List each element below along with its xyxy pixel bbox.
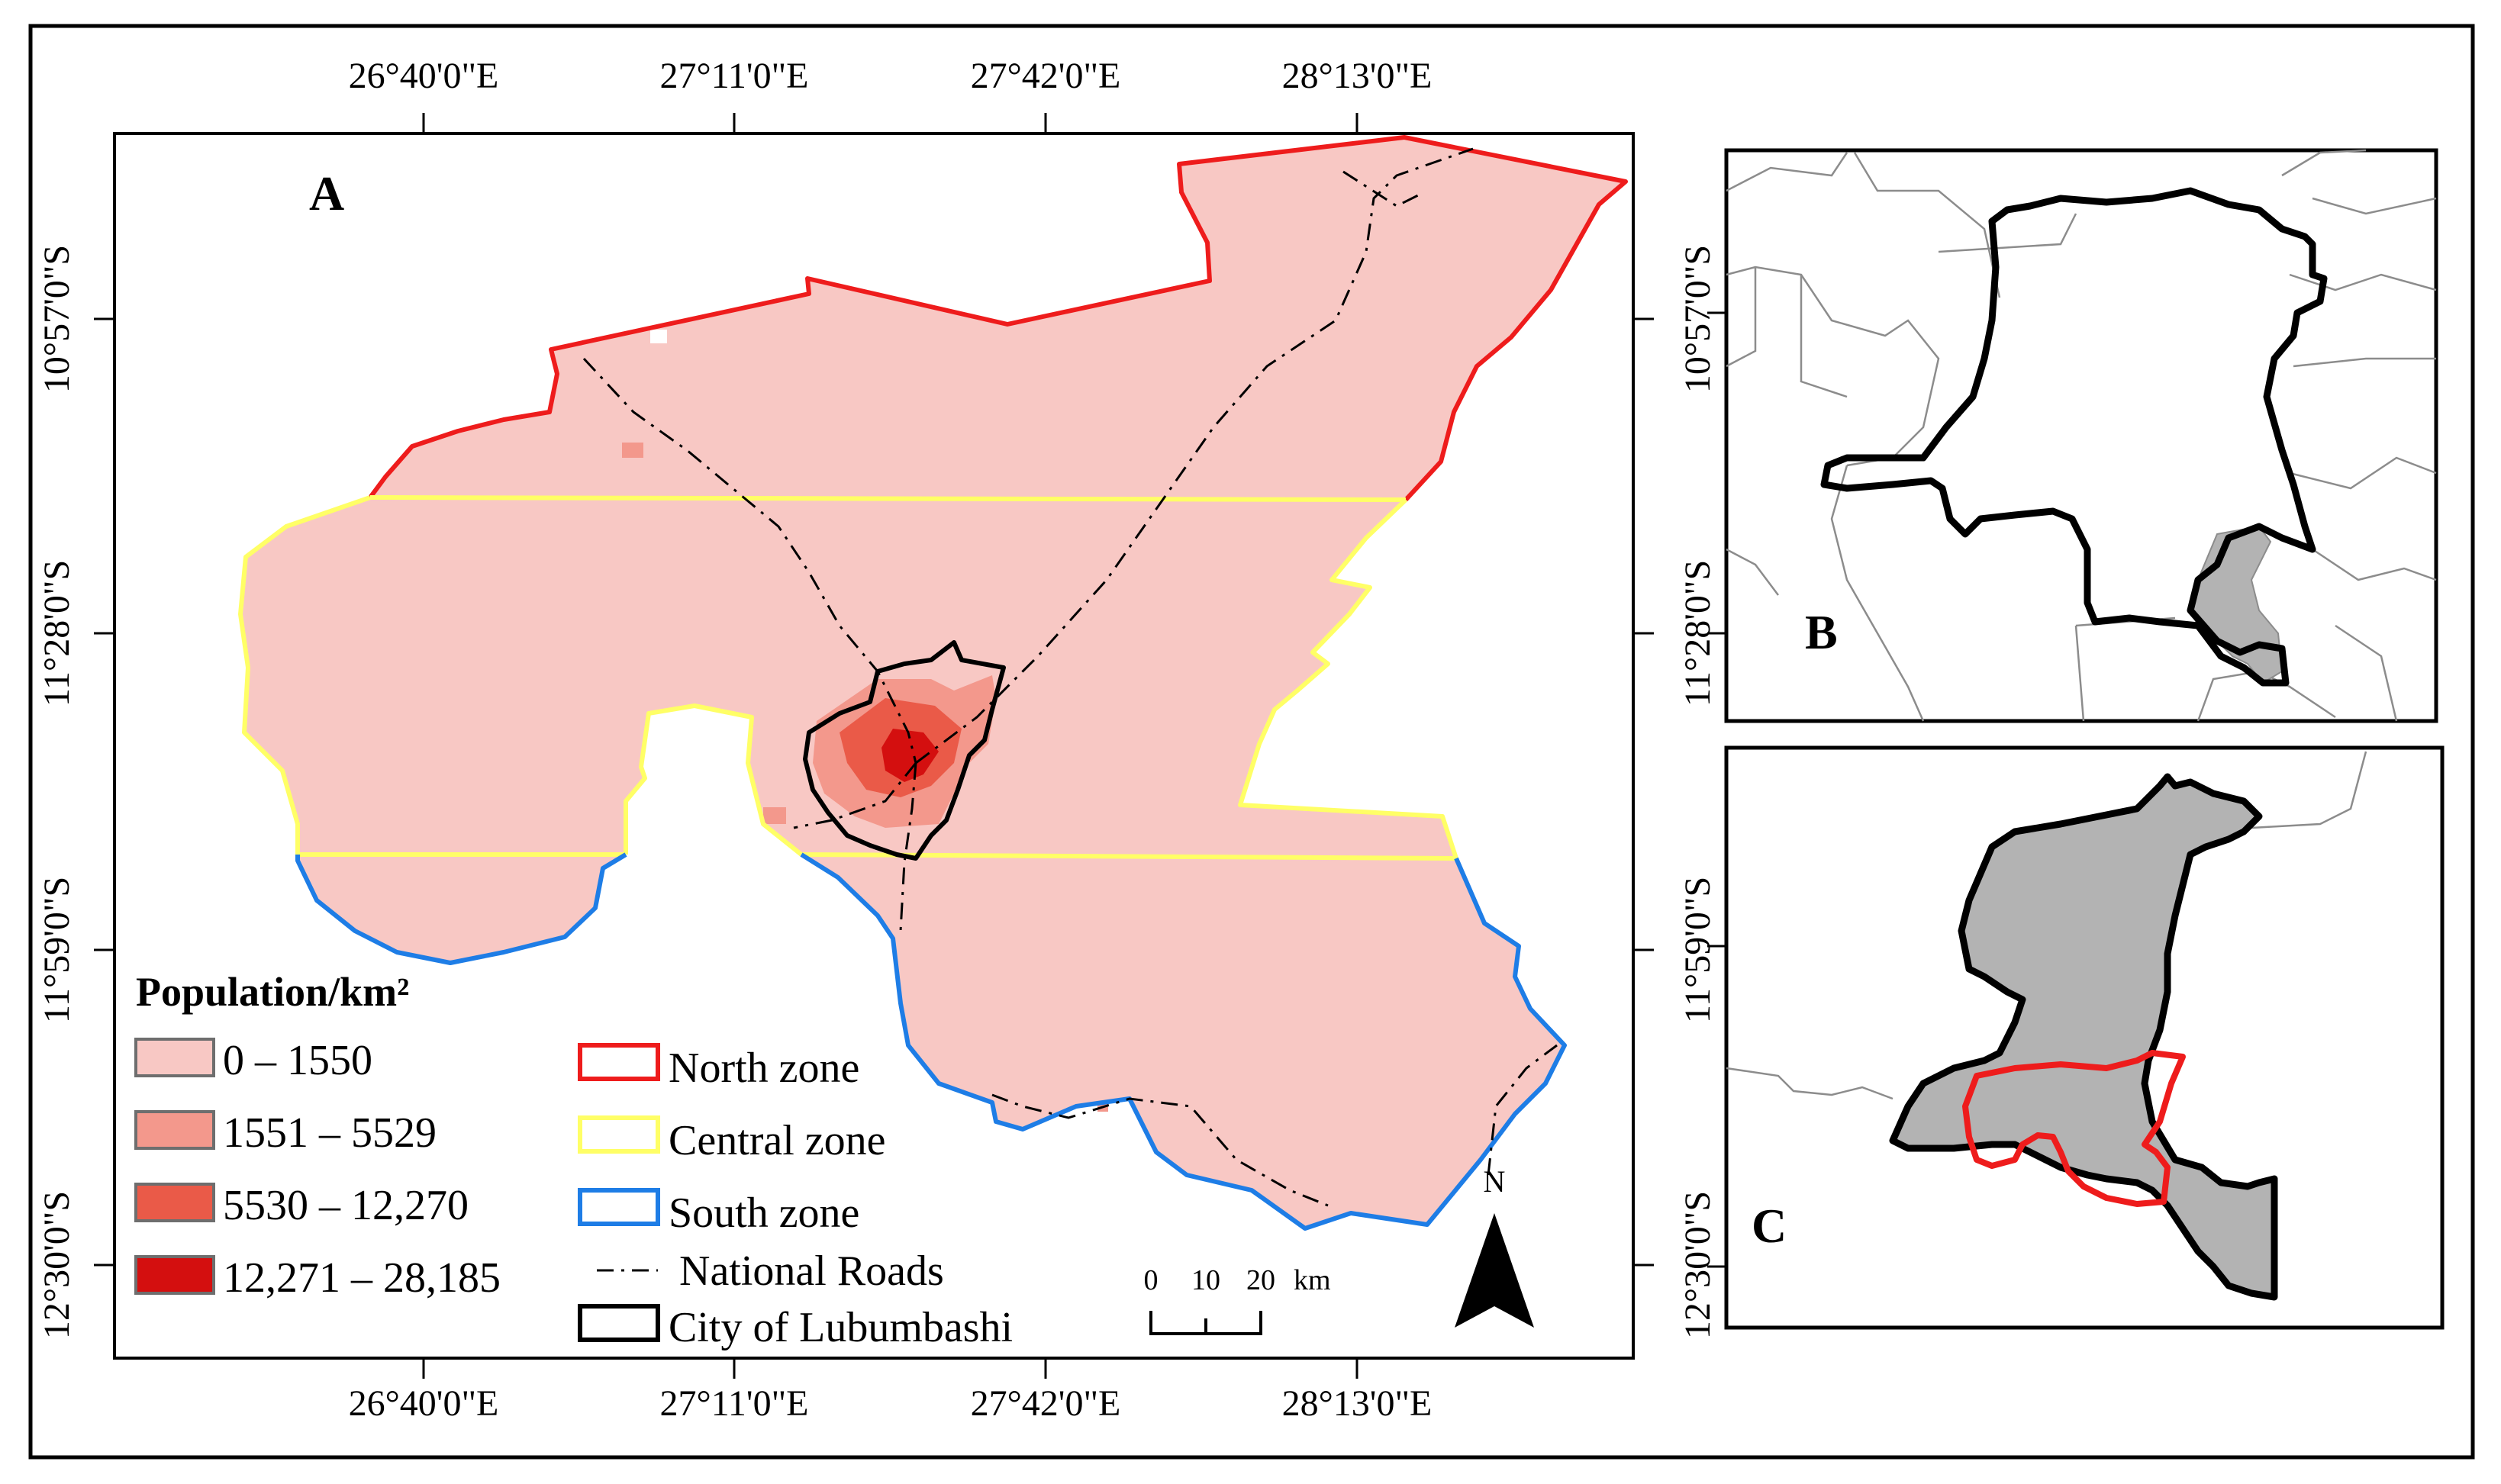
panel-c-study-area-outline	[1962, 1050, 2186, 1207]
lubumbashi-boundary	[803, 640, 1006, 861]
density-patch-north	[622, 443, 643, 458]
scale-tick-20: 20	[1246, 1264, 1275, 1296]
panel-c-lat-label-1: 11°59'0"S	[1678, 877, 1718, 1023]
scale-unit: km	[1294, 1264, 1331, 1296]
legend-label-north: North zone	[669, 1045, 859, 1092]
legend-label-class-4: 12,271 – 28,185	[223, 1254, 501, 1302]
lat-label-left-3: 11°59'0"S	[37, 877, 77, 1023]
density-patch-west	[763, 807, 786, 824]
panel-b-lat-label-1: 10°57'0"S	[1678, 245, 1718, 393]
lat-label-left-1: 10°57'0"S	[37, 245, 77, 393]
panel-c-province-area	[1889, 773, 2278, 1301]
panel-b-ticks	[1707, 311, 1726, 635]
lon-label-top-4: 28°13'0"E	[1282, 56, 1433, 96]
panel-b-admin-lines	[1726, 149, 2437, 722]
legend-label-city: City of Lubumbashi	[669, 1304, 1013, 1351]
panel-c-admin-lines	[1726, 751, 2367, 1100]
legend-label-roads: National Roads	[679, 1247, 944, 1295]
lat-label-left-4: 12°30'0"S	[37, 1191, 77, 1339]
panel-c-lat-label-2: 12°30'0"S	[1678, 1191, 1718, 1339]
legend-label-south: South zone	[669, 1189, 859, 1237]
graticule-ticks	[94, 113, 1654, 1379]
legend-zones: North zone Central zone South zone Natio…	[578, 1043, 1013, 1351]
panel-b-country-outline	[1820, 187, 2328, 687]
panel-a: 26°40'0"E 27°11'0"E 27°42'0"E 28°13'0"E …	[37, 56, 1654, 1424]
legend-label-class-1: 0 – 1550	[223, 1037, 372, 1084]
legend-swatch-class-1	[134, 1038, 215, 1077]
legend-label-class-2: 1551 – 5529	[223, 1109, 437, 1157]
lon-label-bottom-1: 26°40'0"E	[349, 1383, 499, 1424]
panel-b-letter: B	[1805, 605, 1838, 659]
panel-a-letter: A	[309, 166, 344, 221]
legend-swatch-city	[578, 1304, 660, 1342]
legend-swatch-class-2	[134, 1110, 215, 1150]
lon-label-top-3: 27°42'0"E	[971, 56, 1121, 96]
legend-population: Population/km² 0 – 1550 1551 – 5529 5530…	[134, 969, 501, 1302]
scale-tick-0: 0	[1144, 1264, 1159, 1296]
density-patches	[622, 330, 1108, 1112]
north-arrow: N	[1455, 1164, 1534, 1328]
legend-swatch-south	[578, 1188, 660, 1226]
no-data-patch	[650, 330, 667, 343]
legend-label-class-3: 5530 – 12,270	[223, 1182, 469, 1229]
lon-label-top-2: 27°11'0"E	[660, 56, 809, 96]
panel-c-ticks	[1707, 945, 1726, 1268]
panel-c-letter: C	[1752, 1199, 1787, 1253]
south-zone-boundary	[295, 852, 1567, 1231]
north-zone-boundary	[368, 135, 1628, 502]
panel-b: 10°57'0"S 11°28'0"S B	[1678, 148, 2438, 723]
scale-bar: 0 10 20 km	[1144, 1264, 1331, 1335]
legend-swatch-north	[578, 1043, 660, 1081]
scale-tick-10: 10	[1191, 1264, 1220, 1296]
legend-label-central: Central zone	[669, 1117, 886, 1164]
lon-label-bottom-3: 27°42'0"E	[971, 1383, 1121, 1424]
lon-label-bottom-2: 27°11'0"E	[660, 1383, 809, 1424]
density-class-4-area	[881, 729, 939, 782]
north-arrow-label: N	[1484, 1164, 1506, 1199]
panel-b-lat-label-2: 11°28'0"S	[1678, 560, 1718, 707]
legend-swatch-class-3	[134, 1183, 215, 1222]
panel-c: 11°59'0"S 12°30'0"S C	[1678, 745, 2445, 1339]
lat-label-left-2: 11°28'0"S	[37, 560, 77, 707]
legend-title: Population/km²	[136, 969, 409, 1015]
national-roads	[582, 147, 1558, 1207]
north-arrow-icon	[1455, 1213, 1534, 1328]
lon-label-bottom-4: 28°13'0"E	[1282, 1383, 1433, 1424]
lon-label-top-1: 26°40'0"E	[349, 56, 499, 96]
legend-swatch-central	[578, 1115, 660, 1154]
legend-swatch-class-4	[134, 1255, 215, 1295]
